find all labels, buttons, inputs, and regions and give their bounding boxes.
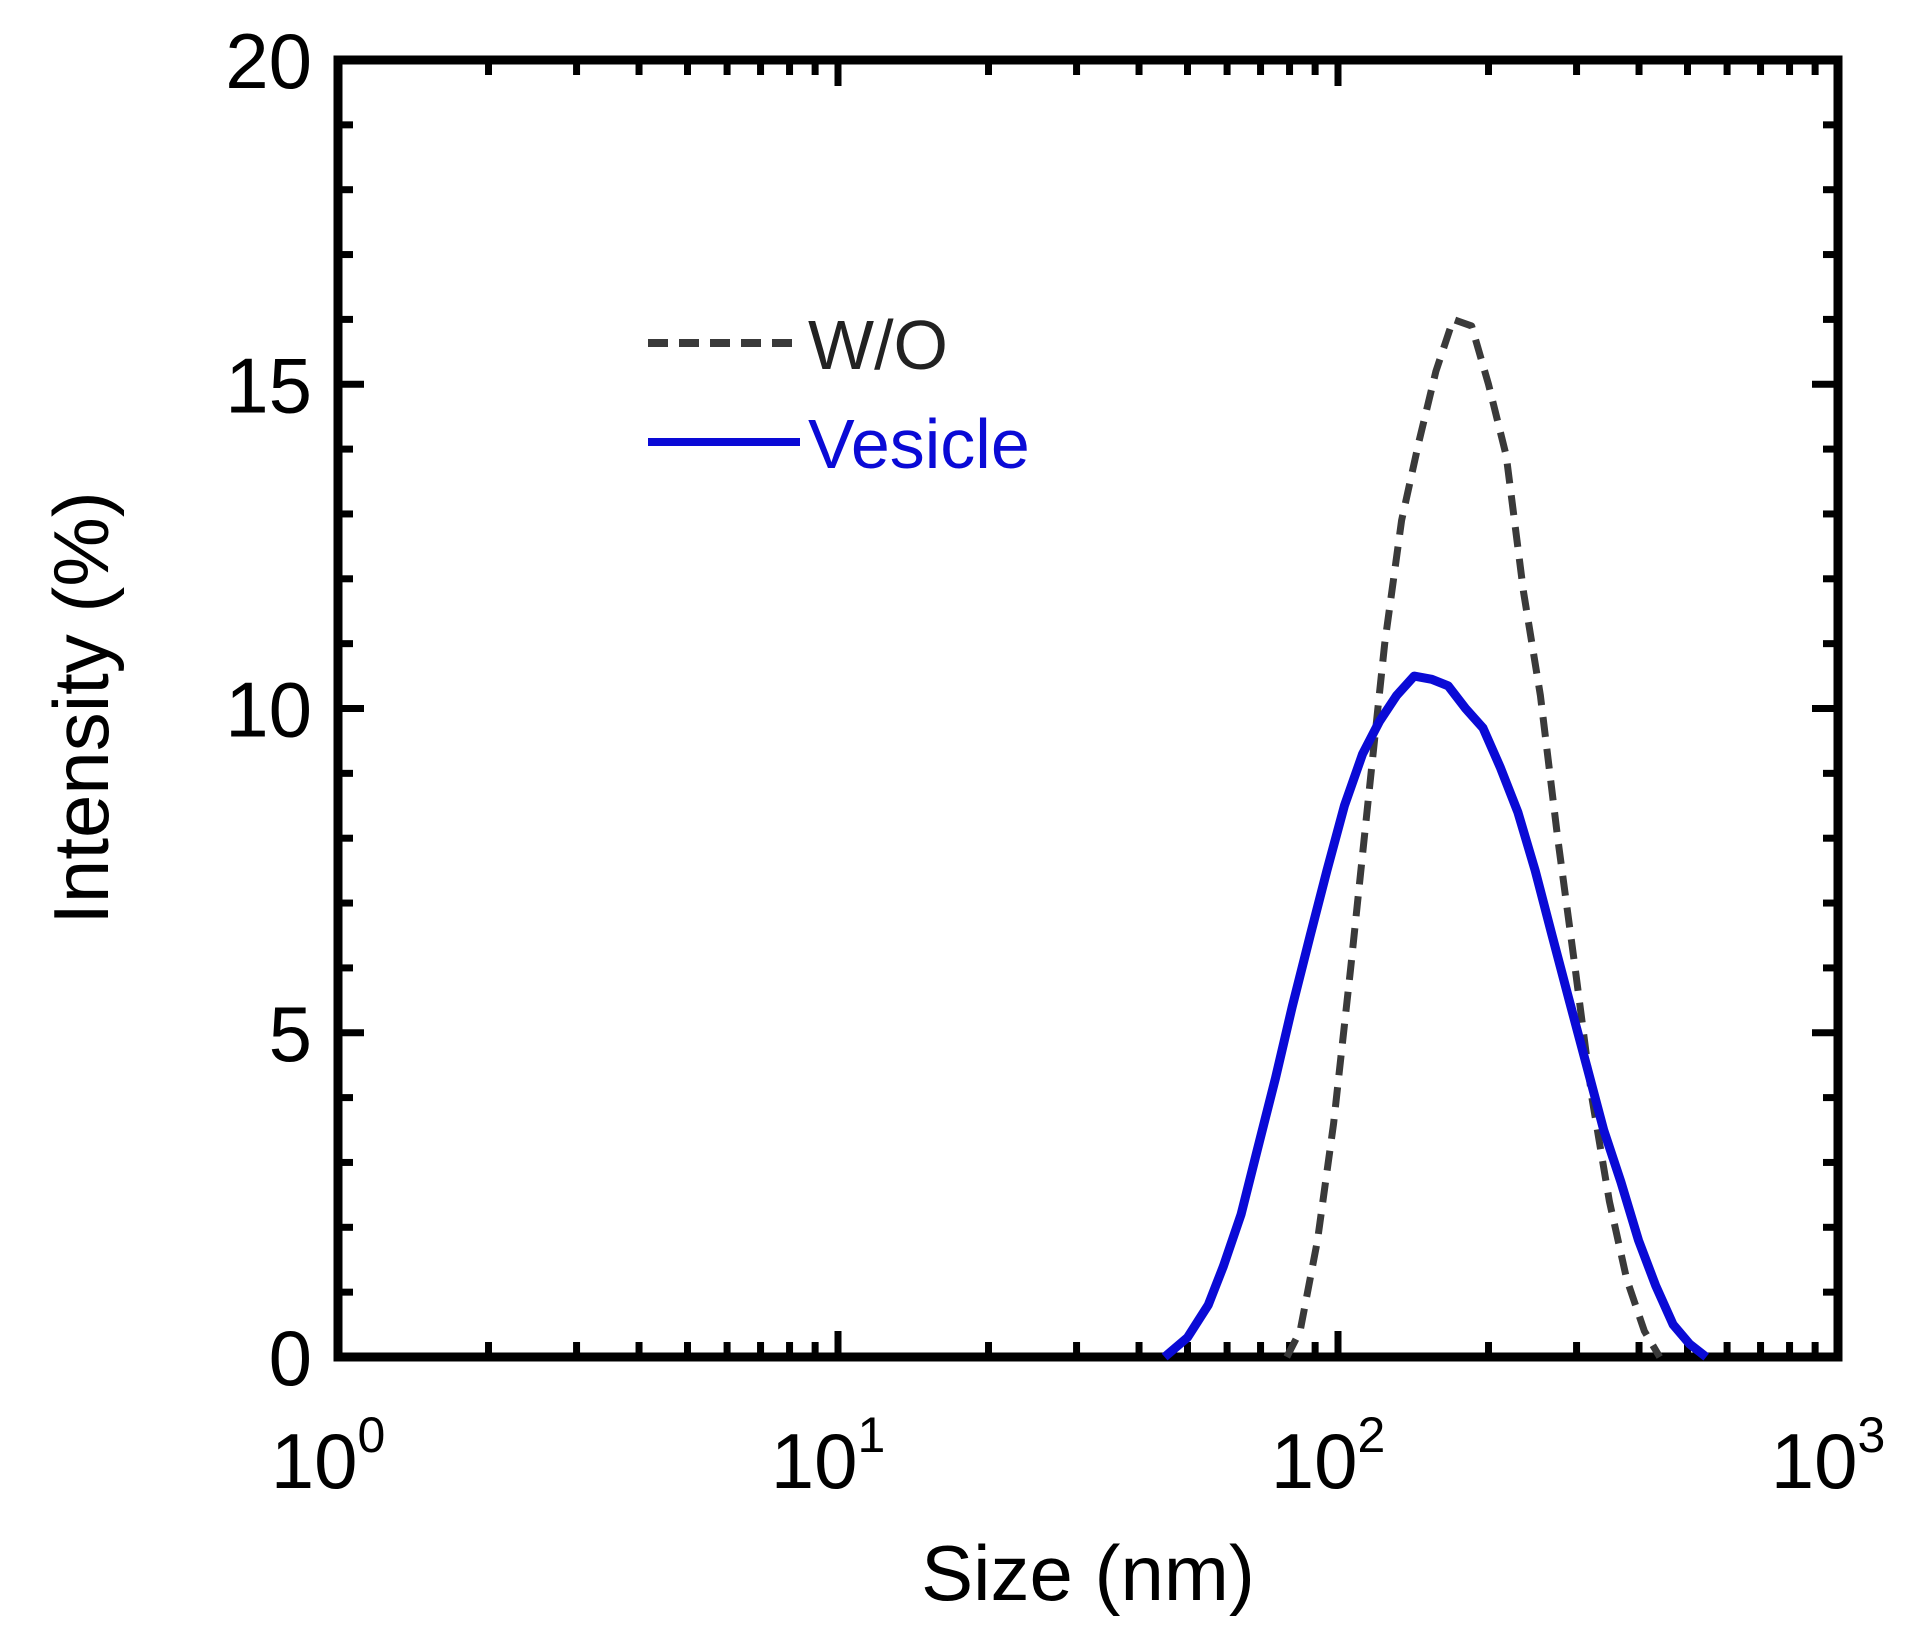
- x-tick-exponent: 1: [857, 1407, 885, 1463]
- x-tick-label: 102: [1271, 1407, 1386, 1505]
- y-tick-label: 5: [269, 990, 312, 1078]
- x-tick-exponent: 2: [1357, 1407, 1385, 1463]
- x-tick-labels: 100 101 102 103: [271, 1407, 1886, 1505]
- legend: W/O Vesicle: [648, 306, 1030, 483]
- x-minor-ticks: [334, 60, 1842, 1357]
- x-tick-label: 100: [271, 1407, 386, 1505]
- y-tick-label: 10: [225, 666, 312, 754]
- legend-label-vesicle: Vesicle: [808, 405, 1030, 483]
- x-axis-title: Size (nm): [921, 1529, 1255, 1617]
- x-tick-base: 10: [271, 1417, 358, 1505]
- series-line-vesicle: [1161, 671, 1709, 1361]
- y-tick-label: 0: [269, 1314, 312, 1402]
- x-tick-exponent: 0: [357, 1407, 385, 1463]
- y-tick-label: 15: [225, 341, 312, 429]
- y-axis-title: Intensity (%): [37, 491, 125, 924]
- x-tick-base: 10: [1271, 1417, 1358, 1505]
- x-tick-label: 101: [771, 1407, 886, 1505]
- x-tick-label: 103: [1771, 1407, 1886, 1505]
- y-tick-label: 20: [225, 17, 312, 105]
- x-tick-base: 10: [771, 1417, 858, 1505]
- series-layer: [1161, 315, 1709, 1361]
- x-tick-base: 10: [1771, 1417, 1858, 1505]
- y-tick-labels: 0 5 10 15 20: [225, 17, 312, 1402]
- series-line-w-o: [1283, 315, 1663, 1359]
- x-tick-exponent: 3: [1857, 1407, 1885, 1463]
- legend-label-wo: W/O: [808, 306, 948, 384]
- y-ticks: [338, 56, 1838, 1361]
- plot-area: [333, 55, 1843, 1362]
